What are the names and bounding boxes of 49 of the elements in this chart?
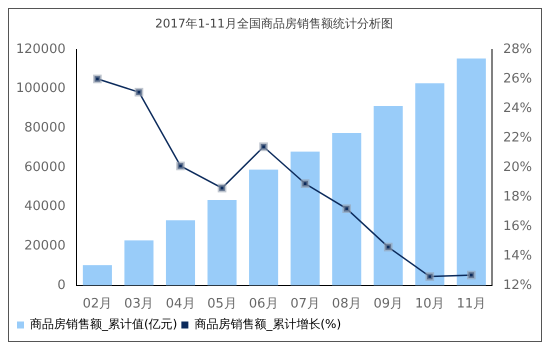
bar	[208, 200, 237, 286]
y-tick-label: 0	[57, 278, 66, 293]
y2-tick-label: 28%	[503, 42, 532, 57]
chart-title: 2017年1-11月全国商品房销售额统计分析图	[155, 16, 393, 30]
y-tick-label: 60000	[24, 160, 66, 175]
point	[300, 179, 310, 188]
y2-tick-label: 22%	[503, 130, 532, 146]
point	[93, 74, 102, 84]
x-tick-label: 02月	[82, 296, 112, 312]
x-tick-label: 08月	[332, 296, 362, 312]
y2-tick-label: 20%	[503, 160, 532, 175]
y-tick-label: 100000	[16, 81, 66, 96]
y-tick-label: 20000	[24, 238, 66, 254]
point	[176, 162, 185, 170]
y2-tick-label: 14%	[503, 248, 532, 264]
point	[342, 204, 352, 214]
point	[425, 272, 434, 281]
x-tick-label: 05月	[207, 296, 237, 312]
y-tick-label: 80000	[24, 120, 66, 136]
x-tick-label: 10月	[415, 296, 445, 312]
bar	[332, 132, 362, 286]
y2-tick-label: 24%	[503, 100, 532, 116]
x-tick-label: 03月	[124, 296, 154, 312]
y2-tick-label: 18%	[503, 189, 532, 204]
y2-tick-label: 12%	[503, 278, 532, 293]
x-tick-label: 11月	[456, 296, 486, 312]
point	[134, 88, 144, 97]
bar	[290, 152, 320, 286]
bar	[249, 170, 278, 286]
x-tick-label: 06月	[248, 296, 278, 312]
x-tick-label: 07月	[290, 296, 320, 312]
point	[384, 242, 393, 252]
x-tick-label: 09月	[373, 296, 404, 312]
y-tick-label: 40000	[24, 199, 66, 214]
point	[218, 184, 226, 192]
bar	[82, 265, 112, 286]
x-tick-label: 04月	[166, 296, 196, 312]
bar	[166, 220, 196, 286]
y2-tick-label: 26%	[503, 71, 532, 86]
bar	[415, 83, 444, 286]
bar	[456, 58, 486, 286]
y-tick-label: 120000	[16, 42, 66, 57]
bar	[124, 240, 154, 286]
bar	[374, 106, 403, 286]
y2-tick-label: 16%	[503, 218, 532, 234]
point	[259, 142, 268, 152]
point	[467, 270, 476, 280]
legend-label: 商品房销售额_累计值(亿元)	[30, 317, 178, 332]
legend-label: 商品房销售额_累计增长(%)	[194, 317, 342, 332]
